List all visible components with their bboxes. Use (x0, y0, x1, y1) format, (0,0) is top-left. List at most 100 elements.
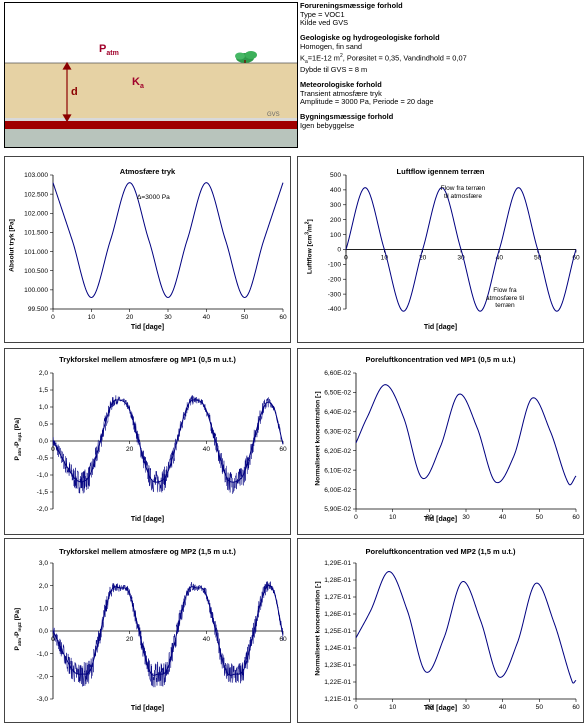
y-tick-label: 1,22E-01 (324, 679, 351, 686)
data-point (148, 239, 149, 240)
gvs-label: GVS (267, 112, 280, 118)
chart-annotation: Flow fra terræn til atmosfære (440, 185, 486, 200)
data-point (498, 676, 499, 677)
y-tick-label: 1,27E-01 (324, 594, 351, 601)
data-point (495, 481, 496, 482)
data-point (355, 442, 356, 443)
data-point (407, 610, 408, 611)
data-point (480, 620, 481, 621)
data-point (234, 673, 235, 674)
chart-title: Trykforskel mellem atmosfære og MP2 (1,5… (59, 547, 236, 556)
chart-title: Poreluftkoncentration ved MP1 (0,5 m u.t… (365, 355, 516, 364)
y-tick-label: -400 (328, 306, 342, 313)
series-line (355, 384, 577, 486)
data-point (119, 587, 120, 588)
water-table-band (5, 121, 297, 129)
data-point (440, 446, 441, 447)
data-point (535, 583, 536, 584)
data-point (129, 594, 130, 595)
y-tick-label: 300 (330, 202, 341, 209)
data-point (365, 187, 366, 188)
tree-icon (235, 51, 257, 63)
data-point (52, 182, 53, 183)
data-point (550, 431, 551, 432)
x-tick-label: 0 (354, 514, 358, 521)
y-tick-label: 101.000 (24, 249, 48, 256)
chart-panel-pressure-diff-mp2: -3,0 -2,0 -1,0 0,0 1,0 2,0 3,0 0 20 40 60 Trykfors… (4, 538, 291, 723)
data-point (72, 474, 73, 475)
series-noise (52, 395, 284, 494)
data-point (119, 400, 120, 401)
x-tick-label: 60 (572, 514, 580, 521)
x-tick-label: 10 (88, 314, 96, 321)
x-tick-label: 20 (126, 446, 134, 453)
y-tick-label: 1,21E-01 (324, 696, 351, 703)
meteorology-line: Amplitude = 3000 Pa, Periode = 20 dage (300, 97, 434, 107)
x-tick-label: 60 (279, 314, 287, 321)
chart-panel-concentration-mp1: 5,90E-02 6,00E-02 6,10E-02 6,20E-02 6,30E-02… (297, 348, 584, 535)
data-point (206, 594, 207, 595)
y-tick-label: 6,30E-02 (324, 428, 351, 435)
geology-line: Ka=1E-12 m2, Porøsitet = 0,35, Vandindho… (300, 52, 467, 65)
chart-panel-atmospheric-pressure: 99.500 100.000 100.500 101.000 101.500 102.00… (4, 156, 291, 343)
x-tick-label: 50 (534, 254, 542, 261)
y-tick-label: 1,0 (39, 606, 48, 613)
y-tick-label: -2,0 (37, 674, 49, 681)
chart-svg: -3,0-2,0-1,00,01,02,03,00 20 40 60 (37, 560, 287, 703)
y-tick-label: 1,23E-01 (324, 662, 351, 669)
y-tick-label: -0,5 (37, 455, 49, 462)
data-point (553, 622, 554, 623)
pollution-heading: Forureningsmæssige forhold (300, 1, 403, 10)
y-tick-label: 0,0 (39, 628, 48, 635)
chart-panel-concentration-mp2: 1,21E-01 1,22E-01 1,23E-01 1,24E-01 1,25E-01… (297, 538, 584, 723)
data-point (91, 471, 92, 472)
data-point (425, 671, 426, 672)
y-tick-label: -200 (328, 276, 342, 283)
chart-svg: 99.500 100.000 100.500 101.000 101.500 102.00… (24, 172, 287, 321)
x-tick-label: 0 (354, 704, 358, 711)
data-point (366, 417, 367, 418)
y-tick-label: 500 (330, 172, 341, 179)
data-point (518, 187, 519, 188)
data-point (52, 630, 53, 631)
data-point (110, 239, 111, 240)
y-tick-label: 1,5 (39, 387, 48, 394)
chart-ylabel: Luftflow [cm3/m2] (304, 219, 314, 274)
y-tick-label: -1,5 (37, 489, 49, 496)
data-point (403, 417, 404, 418)
chart-xlabel: Tid [dage] (423, 324, 458, 331)
data-point (91, 667, 92, 668)
data-point (443, 637, 444, 638)
x-tick-label: 0 (51, 446, 55, 453)
data-point (187, 406, 188, 407)
meteorology-line: Transient atmosfære tryk (300, 88, 382, 98)
y-tick-label: 6,00E-02 (324, 487, 351, 494)
chart-xlabel: Tid [dage] (130, 324, 165, 331)
data-point (110, 592, 111, 593)
y-tick-label: 0 (337, 247, 341, 254)
x-tick-label: 40 (203, 636, 211, 643)
data-point (244, 297, 245, 298)
data-point (568, 483, 569, 484)
y-tick-label: 100 (330, 232, 341, 239)
data-point (476, 427, 477, 428)
y-tick-label: 1,26E-01 (324, 611, 351, 618)
x-tick-label: 40 (203, 314, 211, 321)
data-point (167, 471, 168, 472)
pollution-line: Kilde ved GVS (300, 18, 349, 28)
geology-line: Dybde til GVS = 8 m (300, 65, 368, 75)
chart-xlabel: Tid [dage] (423, 705, 458, 712)
soil-layer (5, 63, 297, 118)
geology-heading: Geologiske og hydrogeologiske forhold (300, 33, 440, 43)
y-tick-label: -100 (328, 262, 342, 269)
ka-label: Ka (132, 76, 144, 91)
chart-xlabel: Tid [dage] (423, 516, 458, 523)
schematic-drawing (5, 3, 297, 147)
data-point (167, 667, 168, 668)
data-point (158, 673, 159, 674)
chart-svg: 5,90E-02 6,00E-02 6,10E-02 6,20E-02 6,30E-02… (324, 370, 580, 521)
y-tick-label: 3,0 (39, 560, 48, 567)
chart-svg: 1,21E-01 1,22E-01 1,23E-01 1,24E-01 1,25E-01… (324, 560, 580, 711)
x-tick-label: 20 (419, 254, 427, 261)
y-tick-label: 101.500 (24, 230, 48, 237)
